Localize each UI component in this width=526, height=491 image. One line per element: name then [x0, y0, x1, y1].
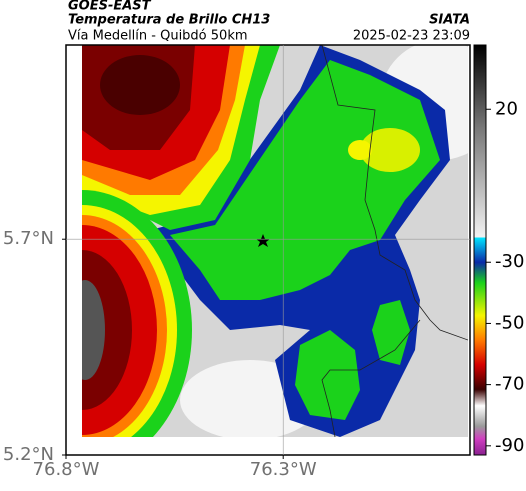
- x-tick-label: 76.3°W: [250, 459, 317, 480]
- map-frame: [65, 44, 471, 456]
- imagery: [82, 45, 468, 437]
- colorbar-tick-label: -50: [495, 312, 524, 333]
- subtitle: Temperatura de Brillo CH13: [68, 13, 270, 28]
- x-tick-label: 76.8°W: [33, 459, 100, 480]
- colorbar: [473, 44, 487, 456]
- colorbar-tick-label: -90: [495, 435, 524, 456]
- colorbar-tick-label: -30: [495, 251, 524, 272]
- datetime: 2025-02-23 23:09: [353, 29, 470, 44]
- region: Vía Medellín - Quibdó 50km: [68, 29, 248, 44]
- location-marker: [256, 234, 270, 247]
- title: GOES-EAST: [68, 0, 152, 14]
- colorbar-tick-label: -70: [495, 374, 524, 395]
- source: SIATA: [429, 13, 470, 28]
- colorbar-tick-label: 20: [495, 98, 518, 119]
- y-tick-label: 5.7°N: [3, 228, 54, 249]
- y-tick-label: 5.2°N: [3, 444, 54, 465]
